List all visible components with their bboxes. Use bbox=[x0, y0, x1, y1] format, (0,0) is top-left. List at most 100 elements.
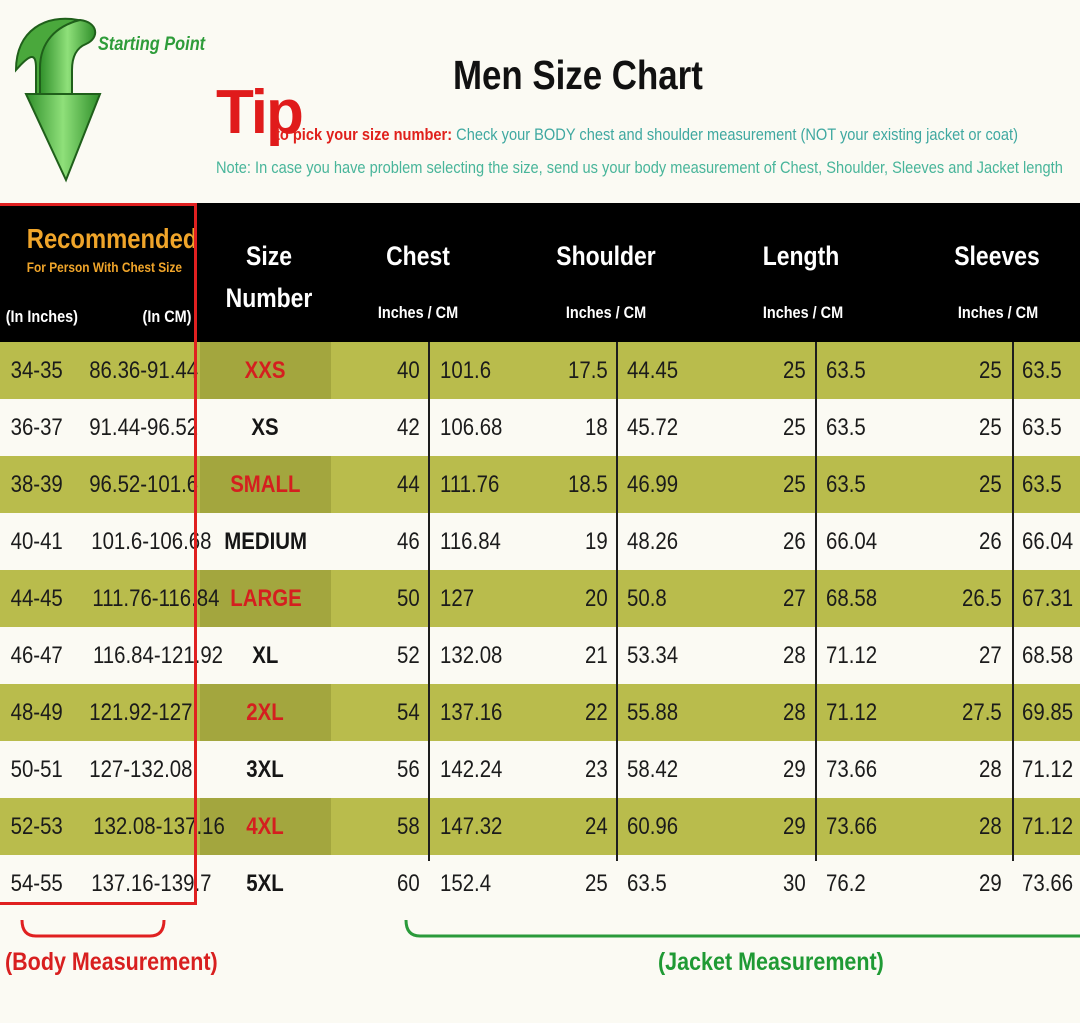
table-row: 36-37 91.44-96.52 XS 42 106.68 18 45.72 … bbox=[0, 399, 1080, 456]
chest-cm: 142.24 bbox=[440, 756, 503, 783]
length-inches: 25 bbox=[783, 357, 806, 384]
shoulder-inches: 19 bbox=[585, 528, 608, 555]
sleeves-cm: 71.12 bbox=[1022, 813, 1074, 840]
recommended-inches: 50-51 bbox=[10, 756, 63, 783]
length-cm: 63.5 bbox=[826, 357, 866, 384]
length-inches: 29 bbox=[783, 813, 806, 840]
sleeves-inches: 27.5 bbox=[962, 699, 1002, 726]
header-in-inches: (In Inches) bbox=[5, 307, 78, 326]
shoulder-inches: 21 bbox=[585, 642, 608, 669]
tip-prefix: to pick your size number: bbox=[275, 125, 453, 144]
sleeves-inches: 26.5 bbox=[962, 585, 1002, 612]
length-cm: 63.5 bbox=[826, 471, 866, 498]
length-cm: 73.66 bbox=[826, 813, 878, 840]
table-row: 50-51 127-132.08 3XL 56 142.24 23 58.42 … bbox=[0, 741, 1080, 798]
length-inches: 25 bbox=[783, 471, 806, 498]
header-size-line1: Size bbox=[246, 241, 292, 271]
table-row: 52-53 132.08-137.16 4XL 58 147.32 24 60.… bbox=[0, 798, 1080, 855]
recommended-cm: 111.76-116.84 bbox=[92, 585, 220, 612]
sleeves-cm: 73.66 bbox=[1022, 870, 1074, 897]
note-text: Note: In case you have problem selecting… bbox=[216, 158, 1063, 177]
body-measurement-label: (Body Measurement) bbox=[5, 948, 218, 976]
chest-cm: 152.4 bbox=[440, 870, 492, 897]
sleeves-inches: 25 bbox=[979, 414, 1002, 441]
recommended-cm: 132.08-137.16 bbox=[93, 813, 225, 840]
recommended-inches: 36-37 bbox=[10, 414, 63, 441]
chest-cm: 127 bbox=[440, 585, 475, 612]
sleeves-cm: 71.12 bbox=[1022, 756, 1074, 783]
chest-inches: 44 bbox=[397, 471, 420, 498]
recommended-cm: 86.36-91.44 bbox=[89, 357, 199, 384]
shoulder-cm: 63.5 bbox=[627, 870, 667, 897]
chest-cm: 101.6 bbox=[440, 357, 492, 384]
size-number: SMALL bbox=[230, 471, 301, 498]
shoulder-cm: 45.72 bbox=[627, 414, 679, 441]
length-inches: 26 bbox=[783, 528, 806, 555]
divider-chest bbox=[428, 342, 430, 861]
tip-text: to pick your size number: Check your BOD… bbox=[275, 125, 1018, 145]
recommended-inches: 38-39 bbox=[10, 471, 63, 498]
size-box bbox=[200, 798, 331, 855]
sleeves-inches: 29 bbox=[979, 870, 1002, 897]
length-cm: 71.12 bbox=[826, 642, 878, 669]
header-recommended-sub: For Person With Chest Size bbox=[26, 259, 183, 275]
chest-inches: 56 bbox=[397, 756, 420, 783]
size-box bbox=[200, 456, 331, 513]
body-bracket bbox=[20, 919, 166, 938]
sleeves-inches: 28 bbox=[979, 813, 1002, 840]
size-box bbox=[200, 684, 331, 741]
recommended-inches: 34-35 bbox=[10, 357, 63, 384]
body-measurement-frame bbox=[0, 203, 197, 905]
table-header: Recommended For Person With Chest Size (… bbox=[0, 203, 1080, 342]
shoulder-inches: 20 bbox=[585, 585, 608, 612]
header-shoulder: Shoulder bbox=[556, 241, 656, 271]
sleeves-inches: 27 bbox=[979, 642, 1002, 669]
shoulder-cm: 44.45 bbox=[627, 357, 679, 384]
length-cm: 68.58 bbox=[826, 585, 878, 612]
divider-shoulder bbox=[616, 342, 618, 861]
chest-inches: 46 bbox=[397, 528, 420, 555]
length-inches: 28 bbox=[783, 642, 806, 669]
size-number: MEDIUM bbox=[224, 528, 307, 555]
length-inches: 25 bbox=[783, 414, 806, 441]
size-number: 5XL bbox=[246, 870, 285, 897]
size-number: 4XL bbox=[246, 813, 285, 840]
chest-cm: 137.16 bbox=[440, 699, 503, 726]
shoulder-inches: 22 bbox=[585, 699, 608, 726]
table-row: 44-45 111.76-116.84 LARGE 50 127 20 50.8… bbox=[0, 570, 1080, 627]
chest-inches: 42 bbox=[397, 414, 420, 441]
shoulder-cm: 46.99 bbox=[627, 471, 679, 498]
recommended-cm: 96.52-101.6 bbox=[89, 471, 199, 498]
header-shoulder-units: Inches / CM bbox=[565, 303, 647, 322]
size-number: XXS bbox=[245, 357, 286, 384]
starting-point-label: Starting Point bbox=[98, 34, 206, 55]
chest-cm: 116.84 bbox=[440, 528, 501, 555]
recommended-cm: 127-132.08 bbox=[88, 756, 192, 783]
chest-cm: 111.76 bbox=[440, 471, 500, 498]
table-row: 40-41 101.6-106.68 MEDIUM 46 116.84 19 4… bbox=[0, 513, 1080, 570]
table-row: 46-47 116.84-121.92 XL 52 132.08 21 53.3… bbox=[0, 627, 1080, 684]
shoulder-inches: 18.5 bbox=[568, 471, 608, 498]
recommended-inches: 54-55 bbox=[10, 870, 63, 897]
size-number: XS bbox=[251, 414, 280, 441]
size-box bbox=[200, 570, 331, 627]
header-sleeves: Sleeves bbox=[954, 241, 1040, 271]
size-number: 2XL bbox=[246, 699, 285, 726]
shoulder-inches: 18 bbox=[585, 414, 608, 441]
recommended-cm: 91.44-96.52 bbox=[89, 414, 199, 441]
page-title: Men Size Chart bbox=[453, 52, 703, 98]
length-inches: 28 bbox=[783, 699, 806, 726]
shoulder-inches: 17.5 bbox=[568, 357, 608, 384]
header-length: Length bbox=[762, 241, 840, 271]
shoulder-cm: 55.88 bbox=[627, 699, 679, 726]
header-in-cm: (In CM) bbox=[142, 307, 192, 326]
recommended-cm: 101.6-106.68 bbox=[91, 528, 212, 555]
chest-inches: 52 bbox=[397, 642, 420, 669]
shoulder-cm: 58.42 bbox=[627, 756, 679, 783]
length-cm: 73.66 bbox=[826, 756, 878, 783]
length-cm: 63.5 bbox=[826, 414, 866, 441]
length-cm: 76.2 bbox=[826, 870, 866, 897]
chest-cm: 106.68 bbox=[440, 414, 503, 441]
length-inches: 27 bbox=[783, 585, 806, 612]
length-cm: 71.12 bbox=[826, 699, 878, 726]
